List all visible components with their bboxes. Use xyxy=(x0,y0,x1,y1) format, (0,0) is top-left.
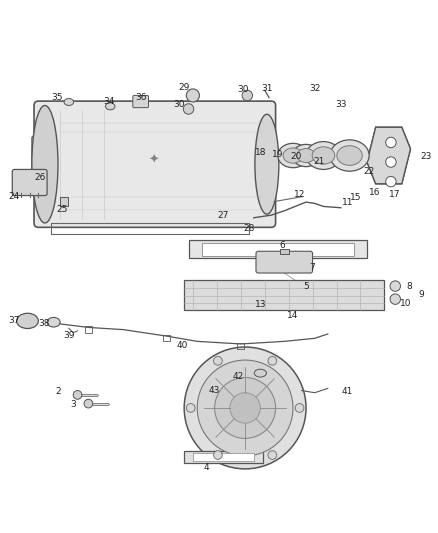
Text: 21: 21 xyxy=(314,157,325,166)
Text: 41: 41 xyxy=(342,387,353,397)
Ellipse shape xyxy=(330,140,369,171)
Text: 19: 19 xyxy=(272,150,283,159)
Text: 27: 27 xyxy=(218,211,229,220)
Text: 28: 28 xyxy=(244,224,255,233)
Circle shape xyxy=(390,294,400,304)
Ellipse shape xyxy=(255,114,279,214)
Bar xyxy=(85,326,92,333)
Circle shape xyxy=(295,403,304,413)
Bar xyxy=(60,197,68,206)
Polygon shape xyxy=(184,451,262,463)
Text: 40: 40 xyxy=(177,341,188,350)
Ellipse shape xyxy=(64,99,74,106)
Circle shape xyxy=(390,281,400,292)
Circle shape xyxy=(214,357,222,365)
Text: 35: 35 xyxy=(51,93,63,102)
Ellipse shape xyxy=(32,106,58,223)
Text: 5: 5 xyxy=(303,281,309,290)
Text: 38: 38 xyxy=(38,319,49,328)
FancyBboxPatch shape xyxy=(34,101,276,228)
Circle shape xyxy=(186,403,195,413)
Ellipse shape xyxy=(306,142,341,169)
FancyBboxPatch shape xyxy=(256,251,313,273)
Text: 30: 30 xyxy=(237,85,249,94)
Text: 42: 42 xyxy=(233,372,244,381)
Text: 7: 7 xyxy=(310,263,315,272)
Ellipse shape xyxy=(283,148,303,163)
Text: 9: 9 xyxy=(418,290,424,300)
Ellipse shape xyxy=(292,144,320,167)
Circle shape xyxy=(268,357,277,365)
Circle shape xyxy=(186,89,199,102)
Text: 31: 31 xyxy=(261,84,272,93)
Ellipse shape xyxy=(106,103,115,110)
Ellipse shape xyxy=(278,143,308,168)
Text: 6: 6 xyxy=(279,241,285,250)
Text: 13: 13 xyxy=(254,300,266,309)
Polygon shape xyxy=(193,453,254,462)
Ellipse shape xyxy=(47,318,60,327)
Text: 8: 8 xyxy=(406,281,412,290)
Ellipse shape xyxy=(184,347,306,469)
Text: 29: 29 xyxy=(179,83,190,92)
Circle shape xyxy=(242,90,253,101)
Text: 17: 17 xyxy=(389,190,400,199)
Bar xyxy=(237,343,244,349)
Text: 26: 26 xyxy=(34,173,46,182)
Text: 30: 30 xyxy=(173,100,185,109)
Text: 36: 36 xyxy=(136,93,147,102)
Text: 20: 20 xyxy=(291,152,302,161)
Text: 18: 18 xyxy=(254,148,266,157)
FancyBboxPatch shape xyxy=(12,169,47,196)
Text: 37: 37 xyxy=(8,317,19,326)
Ellipse shape xyxy=(337,146,362,165)
Text: 11: 11 xyxy=(342,198,353,207)
Polygon shape xyxy=(201,243,354,256)
Text: 16: 16 xyxy=(369,188,380,197)
Circle shape xyxy=(184,104,194,114)
Text: ✦: ✦ xyxy=(148,154,159,166)
Text: 14: 14 xyxy=(287,311,299,320)
Ellipse shape xyxy=(254,369,266,377)
Ellipse shape xyxy=(17,313,39,328)
Text: 34: 34 xyxy=(104,98,115,107)
Circle shape xyxy=(214,451,222,459)
Bar xyxy=(280,249,289,254)
Text: 24: 24 xyxy=(8,192,19,201)
Text: 33: 33 xyxy=(335,100,346,109)
Ellipse shape xyxy=(230,393,260,423)
Polygon shape xyxy=(188,240,367,258)
Text: 3: 3 xyxy=(71,400,76,409)
Circle shape xyxy=(73,391,82,399)
FancyBboxPatch shape xyxy=(133,95,148,108)
Text: 12: 12 xyxy=(294,190,305,199)
Text: 10: 10 xyxy=(399,299,411,308)
Circle shape xyxy=(386,137,396,148)
Text: 22: 22 xyxy=(364,167,375,176)
Bar xyxy=(163,335,170,341)
Circle shape xyxy=(386,157,396,167)
Text: 32: 32 xyxy=(309,84,321,93)
Text: 25: 25 xyxy=(57,205,68,214)
FancyBboxPatch shape xyxy=(32,136,53,192)
Text: 39: 39 xyxy=(63,331,74,340)
Ellipse shape xyxy=(215,377,276,439)
Text: 15: 15 xyxy=(350,193,362,202)
Polygon shape xyxy=(184,279,385,310)
Ellipse shape xyxy=(197,360,293,456)
Text: 43: 43 xyxy=(209,386,220,395)
Text: 2: 2 xyxy=(55,387,61,396)
Text: 4: 4 xyxy=(203,463,209,472)
Ellipse shape xyxy=(297,149,315,163)
Circle shape xyxy=(84,399,93,408)
Ellipse shape xyxy=(312,147,335,164)
Text: 23: 23 xyxy=(420,152,431,161)
Circle shape xyxy=(386,176,396,187)
Circle shape xyxy=(268,451,277,459)
Polygon shape xyxy=(367,127,410,184)
